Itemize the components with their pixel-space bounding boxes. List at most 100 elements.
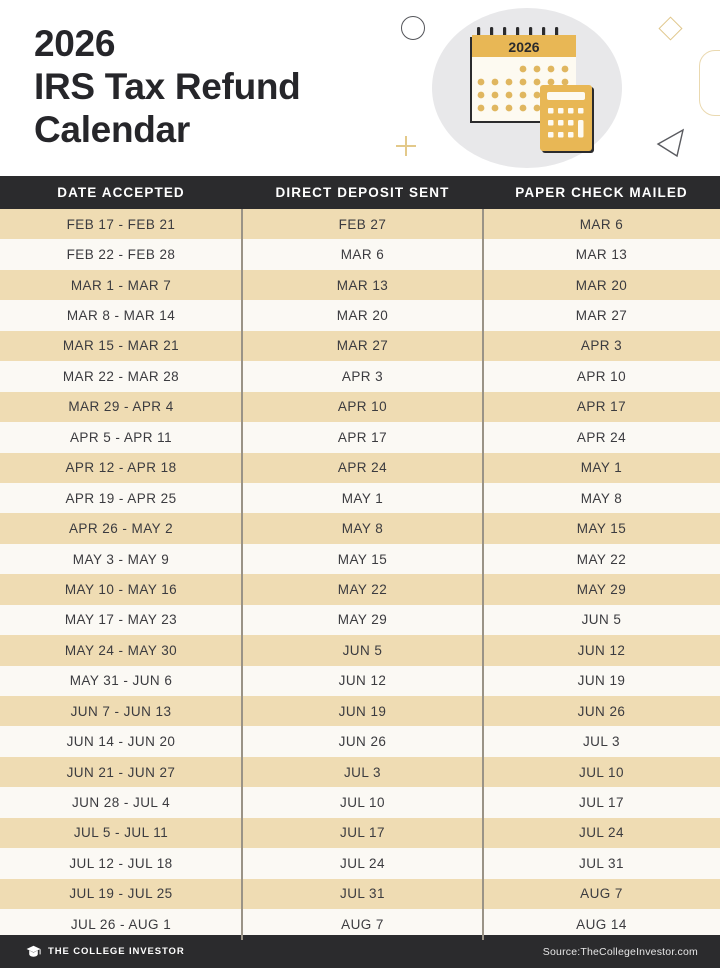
table-cell: AUG 7 xyxy=(580,886,623,902)
rounded-rect-outline-decoration xyxy=(699,50,720,116)
table-cell: APR 24 xyxy=(576,429,627,445)
table-row: APR 26 - MAY 2 MAY 8 MAY 15 xyxy=(0,513,720,544)
table-cell: AUG 14 xyxy=(576,916,627,932)
table-row: APR 12 - APR 18 APR 24 MAY 1 xyxy=(0,452,720,483)
table-cell: MAR 20 xyxy=(575,277,628,293)
table-cell: JUL 10 xyxy=(579,764,624,780)
table-row: JUN 21 - JUN 27 JUL 3 JUL 10 xyxy=(0,756,720,788)
table-cell: JUN 19 xyxy=(338,703,387,719)
table-cell: APR 26 - MAY 2 xyxy=(68,521,174,537)
table-row: APR 5 - APR 11 APR 17 APR 24 xyxy=(0,422,720,453)
table-cell: JUN 5 xyxy=(342,642,383,658)
table-row: JUL 5 - JUL 11 JUL 17 JUL 24 xyxy=(0,817,720,849)
table-cell: MAY 8 xyxy=(580,490,623,506)
table-row: MAR 1 - MAR 7 MAR 13 MAR 20 xyxy=(0,269,720,301)
table-cell: MAR 6 xyxy=(579,216,624,232)
table-cell: JUL 19 - JUL 25 xyxy=(69,886,173,902)
table-cell: APR 17 xyxy=(576,399,627,415)
table-cell: MAY 10 - MAY 16 xyxy=(64,581,178,597)
table-row: JUL 19 - JUL 25 JUL 31 AUG 7 xyxy=(0,878,720,910)
table-body: FEB 17 - FEB 21 FEB 27 MAR 6 FEB 22 - FEB 2… xyxy=(0,209,720,940)
table-cell: JUN 26 xyxy=(338,734,387,750)
table-cell: JUL 17 xyxy=(579,795,624,811)
source-label: Source:TheCollegeInvestor.com xyxy=(542,945,698,958)
brand-label: THE COLLEGE INVESTOR xyxy=(48,946,185,957)
table-cell: APR 24 xyxy=(337,460,388,476)
table-row: MAY 10 - MAY 16 MAY 22 MAY 29 xyxy=(0,574,720,605)
table-cell: AUG 7 xyxy=(341,916,384,932)
table-cell: JUN 5 xyxy=(581,612,622,628)
table-cell: JUL 24 xyxy=(579,825,624,841)
table-row: MAR 22 - MAR 28 APR 3 APR 10 xyxy=(0,361,720,392)
table-cell: MAR 22 - MAR 28 xyxy=(62,368,180,384)
table-row: MAY 17 - MAY 23 MAY 29 JUN 5 xyxy=(0,604,720,636)
table-cell: FEB 27 xyxy=(338,216,387,232)
table-row: FEB 22 - FEB 28 MAR 6 MAR 13 xyxy=(0,239,720,270)
table-cell: MAR 27 xyxy=(575,308,628,324)
table-row: JUN 14 - JUN 20 JUN 26 JUL 3 xyxy=(0,726,720,757)
table-row: MAY 31 - JUN 6 JUN 12 JUN 19 xyxy=(0,665,720,696)
table-cell: MAY 1 xyxy=(580,460,623,476)
table-cell: JUL 26 - AUG 1 xyxy=(70,916,172,932)
calendar-year-text: 2026 xyxy=(508,39,539,55)
table-cell: JUN 26 xyxy=(577,703,626,719)
table-cell: MAY 17 - MAY 23 xyxy=(64,612,178,628)
title-line-year: 2026 xyxy=(34,23,116,64)
table-cell: MAR 20 xyxy=(336,308,389,324)
circle-outline-decoration xyxy=(401,16,425,40)
footer-bar: THE COLLEGE INVESTOR Source:TheCollegeIn… xyxy=(0,935,720,968)
table-cell: MAR 15 - MAR 21 xyxy=(62,338,180,354)
calculator-icon xyxy=(540,85,594,153)
table-row: MAR 29 - APR 4 APR 10 APR 17 xyxy=(0,391,720,423)
table-cell: MAR 13 xyxy=(575,247,628,263)
table-cell: MAY 3 - MAY 9 xyxy=(72,551,170,567)
table-row: MAR 15 - MAR 21 MAR 27 APR 3 xyxy=(0,330,720,362)
header-banner: 2026 IRS Tax Refund Calendar 2026 xyxy=(0,0,720,176)
table-cell: JUL 31 xyxy=(340,886,385,902)
page-title: 2026 IRS Tax Refund Calendar xyxy=(34,22,301,151)
table-cell: JUN 14 - JUN 20 xyxy=(66,734,176,750)
table-cell: JUN 28 - JUL 4 xyxy=(71,795,171,811)
table-cell: MAR 8 - MAR 14 xyxy=(66,308,176,324)
table-cell: MAY 31 - JUN 6 xyxy=(69,673,173,689)
column-header-date-accepted: DATE ACCEPTED xyxy=(57,185,185,200)
table-cell: MAY 8 xyxy=(341,521,384,537)
table-cell: APR 17 xyxy=(337,429,388,445)
table-cell: MAY 22 xyxy=(576,551,627,567)
table-row: FEB 17 - FEB 21 FEB 27 MAR 6 xyxy=(0,209,720,240)
diamond-outline-decoration xyxy=(658,16,683,41)
table-row: JUN 28 - JUL 4 JUL 10 JUL 17 xyxy=(0,787,720,818)
table-cell: APR 19 - APR 25 xyxy=(65,490,177,506)
table-cell: APR 10 xyxy=(576,368,627,384)
column-header-direct-deposit-sent: DIRECT DEPOSIT SENT xyxy=(275,185,450,200)
table-cell: JUL 12 - JUL 18 xyxy=(69,855,173,871)
table-cell: JUN 7 - JUN 13 xyxy=(70,703,172,719)
triangle-outline-decoration xyxy=(656,128,685,158)
table-row: JUL 12 - JUL 18 JUL 24 JUL 31 xyxy=(0,848,720,879)
graduation-cap-icon xyxy=(26,945,41,957)
table-cell: JUN 19 xyxy=(577,673,626,689)
table-cell: MAY 29 xyxy=(337,612,388,628)
table-row: APR 19 - APR 25 MAY 1 MAY 8 xyxy=(0,482,720,514)
table-cell: MAY 15 xyxy=(576,521,627,537)
table-cell: MAY 15 xyxy=(337,551,388,567)
table-cell: JUL 5 - JUL 11 xyxy=(73,825,169,841)
table-row: MAY 24 - MAY 30 JUN 5 JUN 12 xyxy=(0,635,720,666)
table-cell: MAY 22 xyxy=(337,581,388,597)
title-line-sub: Calendar xyxy=(34,109,190,150)
table-cell: JUL 3 xyxy=(343,764,381,780)
table-cell: MAY 29 xyxy=(576,581,627,597)
table-cell: JUN 12 xyxy=(577,642,626,658)
calendar-illustration: 2026 xyxy=(470,27,594,153)
table-row: JUL 26 - AUG 1 AUG 7 AUG 14 xyxy=(0,909,720,940)
table-cell: JUL 17 xyxy=(340,825,385,841)
table-cell: MAR 13 xyxy=(336,277,389,293)
table-cell: FEB 22 - FEB 28 xyxy=(66,247,176,263)
title-line-main: IRS Tax Refund xyxy=(34,66,301,107)
table-cell: MAY 24 - MAY 30 xyxy=(64,642,178,658)
table-cell: JUL 3 xyxy=(582,734,620,750)
brand-logo[interactable]: THE COLLEGE INVESTOR xyxy=(26,945,185,958)
table-cell: MAR 27 xyxy=(336,338,389,354)
table-cell: JUN 21 - JUN 27 xyxy=(66,764,176,780)
table-cell: MAR 6 xyxy=(340,247,385,263)
